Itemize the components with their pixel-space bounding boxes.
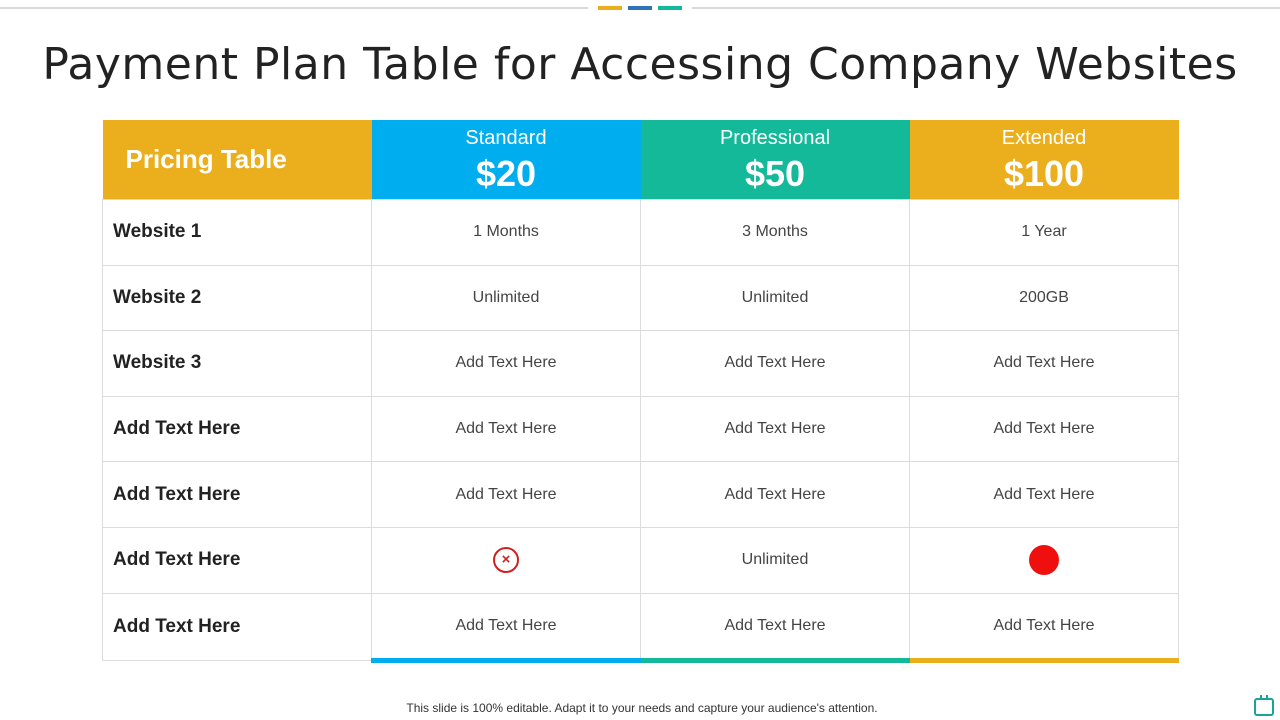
- red-dot-icon: [1029, 545, 1059, 576]
- feature-label: Add Text Here: [102, 526, 372, 594]
- plan-price: $20: [475, 152, 537, 194]
- calendar-icon: [1254, 695, 1274, 716]
- top-divider-right: [692, 7, 1280, 9]
- top-divider-left: [0, 7, 588, 9]
- plan-name: Professional: [719, 126, 831, 149]
- pricing-table: Pricing Table Standard $20 Professional $50 E…: [102, 120, 1179, 664]
- table-cell: 1 Months: [371, 199, 641, 266]
- accent-bar: [658, 6, 682, 10]
- table-cell: [909, 526, 1179, 594]
- table-row: Website 3 Add Text Here Add Text Here Add T…: [102, 330, 1179, 397]
- cross-circle-icon: ×: [493, 547, 519, 574]
- feature-label: Add Text Here: [102, 461, 372, 528]
- feature-label: Add Text Here: [102, 395, 372, 463]
- table-cell: 200GB: [909, 264, 1179, 332]
- table-cell: Add Text Here: [640, 330, 910, 397]
- accent-bar: [598, 6, 622, 10]
- page-title: Payment Plan Table for Accessing Company…: [42, 39, 1238, 91]
- table-cell: Add Text Here: [371, 592, 641, 664]
- pricing-header-row: Pricing Table Standard $20 Professional $50 E…: [102, 120, 1179, 200]
- accent-bar: [628, 6, 652, 10]
- plan-name: Standard: [465, 126, 547, 149]
- table-cell: Add Text Here: [640, 395, 910, 463]
- plan-name: Extended: [1001, 126, 1087, 149]
- feature-label: Website 3: [102, 330, 372, 397]
- table-cell: Unlimited: [640, 264, 910, 332]
- table-row: Add Text Here Add Text Here Add Text Here A…: [102, 592, 1179, 664]
- table-row: Add Text Here × Unlimited: [102, 526, 1179, 594]
- table-cell: Unlimited: [371, 264, 641, 332]
- plan-header-professional: Professional $50: [640, 120, 910, 200]
- table-cell: Unlimited: [640, 526, 910, 594]
- table-cell: Add Text Here: [640, 461, 910, 528]
- table-row: Add Text Here Add Text Here Add Text Here A…: [102, 461, 1179, 528]
- pricing-table-label: Pricing Table: [102, 120, 372, 200]
- table-cell: Add Text Here: [909, 330, 1179, 397]
- table-row: Website 2 Unlimited Unlimited 200GB: [102, 264, 1179, 332]
- feature-label: Website 2: [102, 264, 372, 332]
- plan-price: $100: [1003, 152, 1085, 194]
- footer-note: This slide is 100% editable. Adapt it to…: [406, 701, 878, 715]
- table-cell: 3 Months: [640, 199, 910, 266]
- table-cell: Add Text Here: [909, 592, 1179, 664]
- feature-label: Add Text Here: [102, 592, 372, 662]
- table-cell: Add Text Here: [371, 395, 641, 463]
- table-cell: Add Text Here: [909, 395, 1179, 463]
- table-cell: 1 Year: [909, 199, 1179, 266]
- accent-bars: [598, 6, 682, 10]
- table-cell: Add Text Here: [371, 330, 641, 397]
- plan-header-extended: Extended $100: [909, 120, 1179, 200]
- table-cell: ×: [371, 526, 641, 594]
- plan-price: $50: [744, 152, 806, 194]
- table-cell: Add Text Here: [909, 461, 1179, 528]
- table-row: Add Text Here Add Text Here Add Text Here A…: [102, 395, 1179, 463]
- plan-header-standard: Standard $20: [371, 120, 641, 200]
- feature-label: Website 1: [102, 199, 372, 266]
- table-cell: Add Text Here: [371, 461, 641, 528]
- table-cell: Add Text Here: [640, 592, 910, 664]
